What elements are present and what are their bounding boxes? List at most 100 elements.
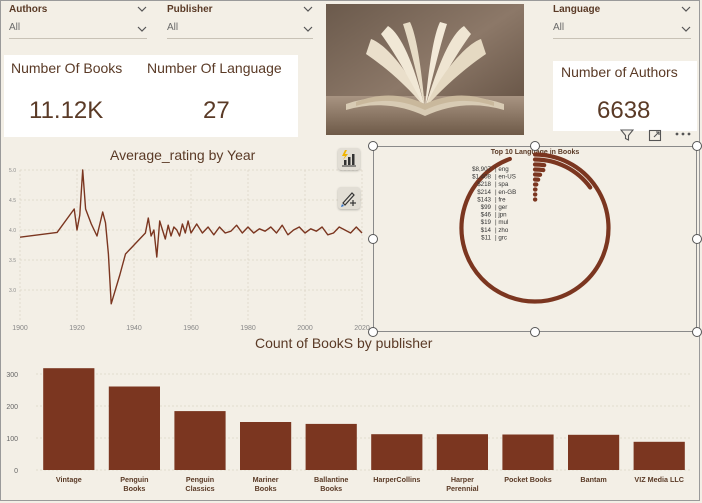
radial-label-category: | grc bbox=[495, 234, 507, 241]
resize-handle-left[interactable] bbox=[368, 234, 378, 244]
radial-label-category: | ger bbox=[495, 204, 507, 211]
publisher-slicer[interactable]: Publisher All bbox=[167, 4, 313, 40]
y-tick-label: 5.0 bbox=[9, 168, 16, 174]
open-book-image bbox=[326, 4, 524, 135]
kpi-card-books-languages: Number Of Books 11.12K Number Of Languag… bbox=[4, 55, 298, 137]
paintbrush-plus-icon bbox=[341, 192, 356, 207]
x-tick-label: 1940 bbox=[126, 325, 142, 332]
language-slicer-value[interactable]: All bbox=[553, 22, 565, 33]
y-tick-label: 4.0 bbox=[9, 228, 16, 234]
more-options-icon[interactable] bbox=[675, 131, 691, 137]
quick-insights-button[interactable] bbox=[338, 148, 360, 170]
bar bbox=[108, 386, 160, 470]
chevron-down-icon[interactable] bbox=[137, 4, 147, 14]
radial-label-category: | spa bbox=[495, 181, 509, 188]
radial-label-category: | fre bbox=[495, 196, 506, 203]
resize-handle-right[interactable] bbox=[692, 234, 702, 244]
chevron-down-icon[interactable] bbox=[681, 24, 691, 34]
slicer-underline bbox=[167, 38, 313, 39]
y-tick-label: 200 bbox=[6, 404, 18, 411]
resize-handle-top[interactable] bbox=[530, 141, 540, 151]
kpi-books-title: Number Of Books bbox=[11, 60, 123, 76]
slicer-underline bbox=[9, 38, 147, 39]
x-tick-label: 2000 bbox=[297, 325, 313, 332]
publisher-slicer-value[interactable]: All bbox=[167, 22, 179, 33]
y-tick-label: 0 bbox=[14, 468, 18, 475]
x-tick-label: 2020 bbox=[354, 325, 370, 332]
radial-bar bbox=[459, 152, 611, 304]
radial-label-category: | eng bbox=[495, 166, 509, 173]
resize-handle-bottom-right[interactable] bbox=[692, 327, 702, 337]
slicer-underline bbox=[553, 38, 691, 39]
x-tick-label: Vintage bbox=[56, 475, 82, 484]
radial-label-category: | en-US bbox=[495, 174, 516, 181]
bar bbox=[633, 441, 685, 470]
y-tick-label: 3.5 bbox=[9, 258, 16, 264]
radial-label-value: $19 bbox=[481, 219, 492, 226]
authors-slicer-label: Authors bbox=[9, 4, 48, 15]
radial-label-value: $218 bbox=[477, 181, 491, 188]
radial-label-value: $143 bbox=[477, 196, 491, 203]
y-tick-label: 100 bbox=[6, 436, 18, 443]
y-tick-label: 300 bbox=[6, 372, 18, 379]
x-tick-label: Penguin Books bbox=[120, 475, 148, 493]
bar bbox=[43, 368, 95, 470]
radial-label-value: $14 bbox=[481, 227, 492, 234]
x-tick-label: 1980 bbox=[240, 325, 256, 332]
publisher-bar-chart: 0 100 200 300 Vintage Penguin Books Penguin Clas… bbox=[6, 368, 692, 493]
bar bbox=[174, 411, 226, 470]
bar bbox=[371, 434, 423, 470]
y-tick-label: 3.0 bbox=[9, 288, 16, 294]
kpi-books-value: 11.12K bbox=[29, 97, 104, 124]
x-tick-label: Pocket Books bbox=[504, 475, 552, 484]
x-tick-label: 1960 bbox=[183, 325, 199, 332]
x-tick-label: Bantam bbox=[580, 475, 606, 484]
radial-label-value: $214 bbox=[477, 189, 491, 196]
format-visual-button[interactable] bbox=[338, 187, 360, 209]
chevron-down-icon[interactable] bbox=[681, 4, 691, 14]
radial-bar bbox=[532, 167, 546, 173]
line-chart-title: Average_rating by Year bbox=[110, 147, 256, 163]
radial-label-value: $1,408 bbox=[472, 174, 491, 181]
kpi-authors-value: 6638 bbox=[597, 97, 651, 124]
bar-chart-title: Count of BookS by publisher bbox=[255, 335, 433, 351]
bar bbox=[305, 423, 357, 470]
authors-slicer-value[interactable]: All bbox=[9, 22, 21, 33]
focus-mode-icon[interactable] bbox=[648, 128, 662, 142]
kpi-authors-title: Number of Authors bbox=[561, 64, 678, 80]
x-tick-label: Penguin Classics bbox=[185, 475, 214, 493]
resize-handle-top-right[interactable] bbox=[692, 141, 702, 151]
x-tick-label: Ballantine Books bbox=[314, 475, 348, 493]
chevron-down-icon[interactable] bbox=[303, 24, 313, 34]
radial-label-category: | jpn bbox=[495, 212, 507, 219]
lightning-chart-icon bbox=[342, 150, 356, 167]
language-slicer[interactable]: Language All bbox=[553, 4, 691, 40]
authors-slicer[interactable]: Authors All bbox=[9, 4, 147, 40]
resize-handle-top-left[interactable] bbox=[368, 141, 378, 151]
radial-bar bbox=[532, 157, 593, 190]
x-tick-label: Harper Perennial bbox=[446, 475, 478, 493]
filter-icon[interactable] bbox=[620, 128, 634, 142]
x-tick-label: 1900 bbox=[12, 325, 28, 332]
radial-label-category: | mul bbox=[495, 219, 508, 226]
top-languages-radial-chart: Top 10 Language in Books $8,907 | eng$1,4… bbox=[459, 149, 611, 304]
radial-label-value: $46 bbox=[481, 212, 492, 219]
kpi-languages-value: 27 bbox=[203, 97, 230, 124]
average-rating-line-chart: 5.0 4.5 4.0 3.5 3.0 1900 1920 1940 1960 1980 2000 2… bbox=[9, 168, 370, 332]
series-line bbox=[19, 169, 363, 305]
bar bbox=[568, 434, 620, 470]
x-tick-label: 1920 bbox=[69, 325, 85, 332]
radial-bar bbox=[532, 162, 547, 168]
bar bbox=[436, 434, 488, 470]
bar bbox=[240, 422, 292, 470]
bar bbox=[502, 434, 554, 470]
x-tick-label: HarperCollins bbox=[373, 475, 420, 484]
language-slicer-label: Language bbox=[553, 4, 601, 15]
chevron-down-icon[interactable] bbox=[303, 4, 313, 14]
radial-label-value: $11 bbox=[481, 234, 491, 241]
resize-handle-bottom[interactable] bbox=[530, 327, 540, 337]
chevron-down-icon[interactable] bbox=[137, 24, 147, 34]
x-tick-label: Mariner Books bbox=[253, 475, 279, 493]
resize-handle-bottom-left[interactable] bbox=[368, 327, 378, 337]
